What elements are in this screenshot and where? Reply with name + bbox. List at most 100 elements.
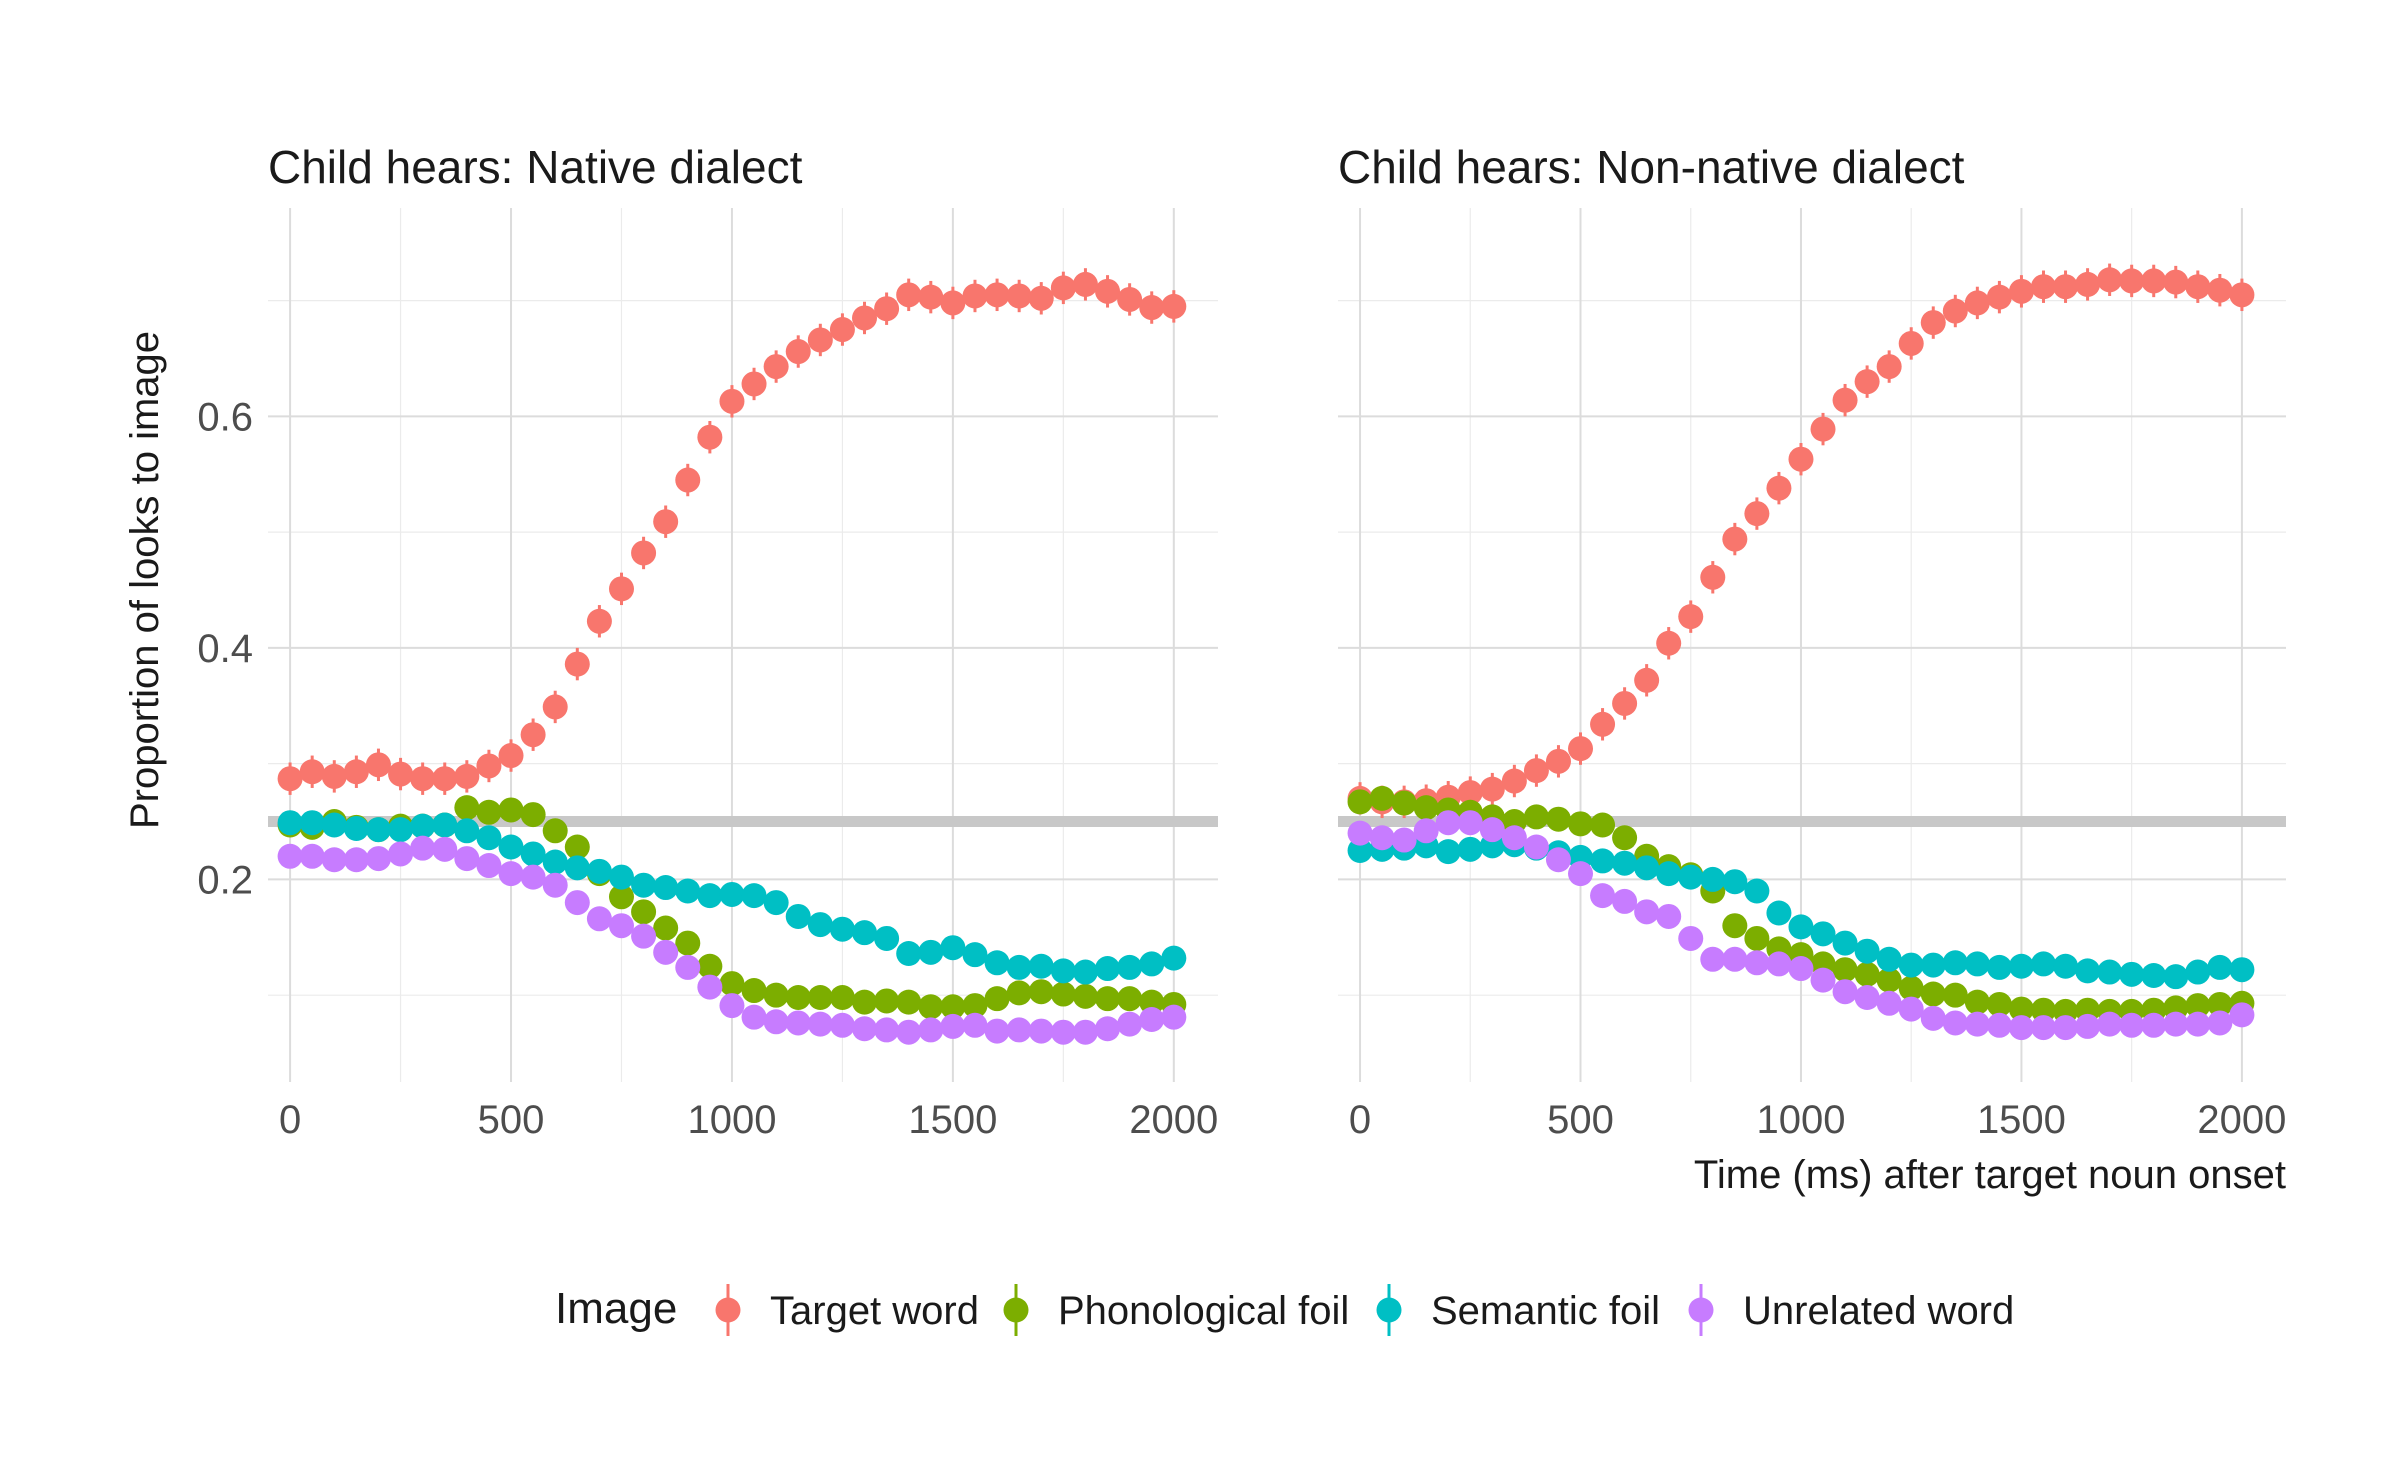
data-point [1006,954,1032,980]
data-point [1920,981,1946,1007]
data-point [388,841,414,867]
data-point [2185,993,2211,1019]
data-point [1964,989,1990,1015]
data-point [697,974,723,1000]
data-point [277,766,303,792]
x-tick-label: 0 [1349,1098,1371,1142]
data-point [1788,446,1814,472]
data-point [365,817,391,843]
data-point [2207,277,2233,303]
data-point [984,282,1010,308]
legend-label: Target word [770,1289,979,1333]
panel-native: Child hears: Native dialect 0.2 0.4 0.6 0 5… [197,141,1218,1142]
data-point [1766,475,1792,501]
data-point [1986,991,2012,1017]
data-point [918,284,944,310]
data-point [741,371,767,397]
data-point [918,939,944,965]
data-point [1656,861,1682,887]
legend: Image Target word Phonological foil Semant… [555,1284,2014,1336]
x-tick-label: 0 [279,1098,301,1142]
legend-key-point [1376,1297,1402,1323]
data-point [1457,810,1483,836]
data-point [2141,1012,2167,1038]
data-point [829,317,855,343]
x-tick-label: 500 [1547,1098,1614,1142]
data-point [2030,997,2056,1023]
x-tick-label: 1500 [908,1098,997,1142]
data-point [1545,748,1571,774]
data-point [1479,817,1505,843]
data-point [1898,330,1924,356]
data-point [1072,1019,1098,1045]
data-point [608,864,634,890]
data-point [1634,855,1660,881]
data-point [1876,967,1902,993]
data-point [564,855,590,881]
data-point [1369,825,1395,851]
data-point [874,988,900,1014]
data-point [1006,980,1032,1006]
data-point [1898,996,1924,1022]
data-point [1744,950,1770,976]
data-point [896,1019,922,1045]
data-point [1050,1019,1076,1045]
data-point [852,305,878,331]
data-point [321,763,347,789]
data-point [586,906,612,932]
data-point [498,743,524,769]
data-point [1832,930,1858,956]
data-point [1117,286,1143,312]
data-point [896,989,922,1015]
data-point [1876,354,1902,380]
data-point [918,1017,944,1043]
data-point [2141,962,2167,988]
data-point [1832,387,1858,413]
data-point [1612,850,1638,876]
panel-title-nonnative: Child hears: Non-native dialect [1338,141,1965,193]
legend-item-semantic-foil: Semantic foil [1376,1284,1660,1336]
data-point [1050,958,1076,984]
data-point [697,953,723,979]
data-point [564,890,590,916]
x-tick-label: 500 [478,1098,545,1142]
panel-title-native: Child hears: Native dialect [268,141,803,193]
data-point [1590,711,1616,737]
y-tick-labels: 0.2 0.4 0.6 [197,395,253,902]
data-point [2008,953,2034,979]
data-point [1413,795,1439,821]
data-point [940,290,966,316]
data-point [1656,630,1682,656]
marks-native [277,268,1187,1045]
data-point [874,1017,900,1043]
data-point [299,810,325,836]
data-point [586,608,612,634]
data-point [542,818,568,844]
data-point [763,1009,789,1035]
data-point [432,766,458,792]
data-point [852,989,878,1015]
data-point [1413,818,1439,844]
data-point [1810,921,1836,947]
data-point [542,694,568,720]
legend-label: Phonological foil [1058,1289,1349,1333]
data-point [719,971,745,997]
legend-key-point [1688,1297,1714,1323]
data-point [2207,954,2233,980]
data-point [1876,990,1902,1016]
data-point [1854,938,1880,964]
data-point [631,540,657,566]
data-point [1766,951,1792,977]
data-point [2207,1010,2233,1036]
data-point [1722,869,1748,895]
x-tick-label: 1000 [687,1098,776,1142]
legend-key-point [715,1297,741,1323]
data-point [1832,957,1858,983]
data-point [2141,268,2167,294]
data-point [1028,285,1054,311]
data-point [785,903,811,929]
data-point [2030,1015,2056,1041]
data-point [1788,956,1814,982]
data-point [1678,864,1704,890]
data-point [1656,903,1682,929]
